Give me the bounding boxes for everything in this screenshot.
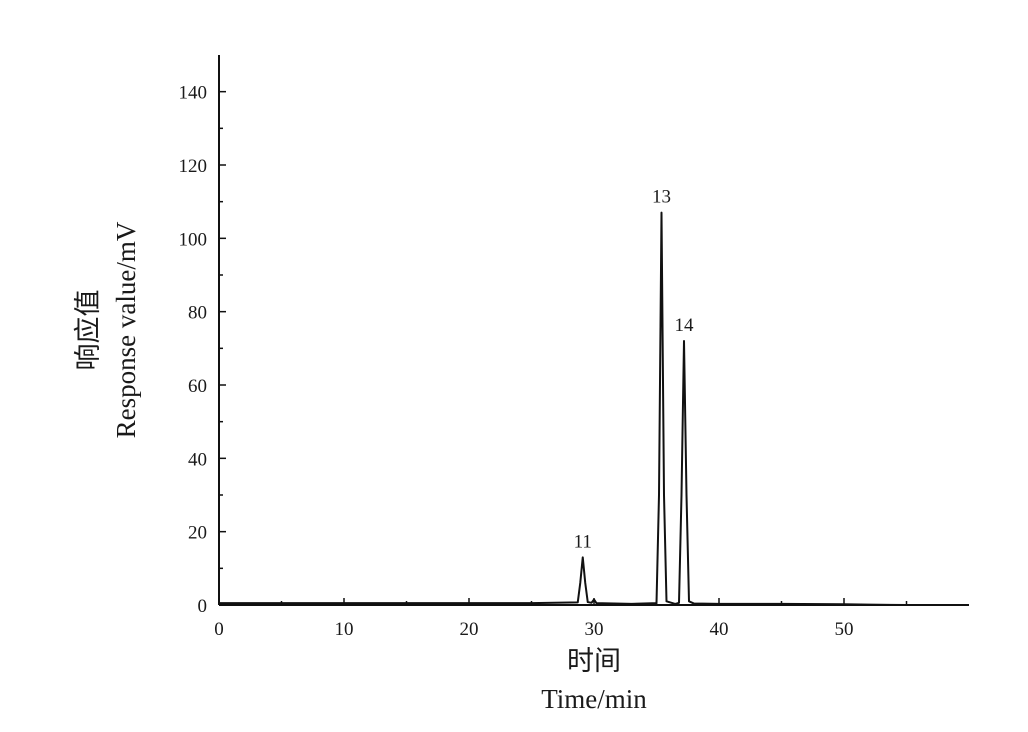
x-axis-title-chinese: 时间 (567, 646, 621, 676)
x-tick-label: 30 (585, 619, 604, 640)
y-axis-title-chinese: 响应值 (73, 290, 103, 371)
x-tick-label: 0 (214, 619, 224, 640)
y-tick-label: 20 (188, 523, 207, 544)
axes (218, 55, 969, 606)
peak-label-11: 11 (574, 531, 592, 552)
peak-label-14: 14 (675, 315, 695, 336)
peak-labels: 11 13 14 (574, 187, 694, 553)
y-tick-label: 140 (179, 83, 208, 104)
x-axis-title-english: Time/min (541, 684, 647, 714)
y-tick-label: 80 (188, 303, 207, 324)
x-tick-label: 20 (460, 619, 479, 640)
chromatogram-trace (219, 211, 969, 606)
x-ticks: 0 10 20 30 40 50 (214, 598, 908, 640)
x-tick-label: 40 (710, 619, 729, 640)
y-axis-title-english: Response value/mV (111, 221, 141, 438)
y-tick-label: 0 (198, 596, 208, 617)
y-ticks: 0 20 40 60 80 100 120 140 (179, 83, 226, 617)
y-tick-label: 120 (179, 156, 208, 177)
x-tick-label: 50 (835, 619, 854, 640)
y-tick-label: 40 (188, 449, 207, 470)
y-tick-label: 60 (188, 376, 207, 397)
x-tick-label: 10 (335, 619, 354, 640)
peak-label-13: 13 (652, 187, 671, 208)
y-tick-label: 100 (179, 229, 208, 250)
